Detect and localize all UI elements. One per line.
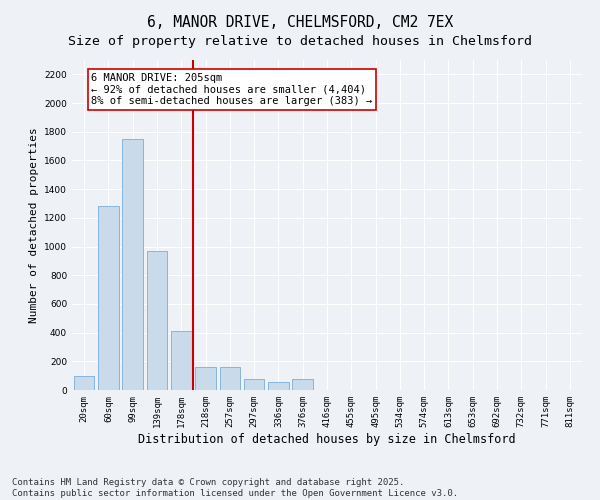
Bar	[244, 378, 265, 390]
Text: Size of property relative to detached houses in Chelmsford: Size of property relative to detached ho…	[68, 35, 532, 48]
Text: 6 MANOR DRIVE: 205sqm
← 92% of detached houses are smaller (4,404)
8% of semi-de: 6 MANOR DRIVE: 205sqm ← 92% of detached …	[91, 73, 373, 106]
Bar	[195, 367, 216, 390]
Bar	[74, 376, 94, 390]
Bar	[268, 382, 289, 390]
Bar	[146, 251, 167, 390]
Text: Contains HM Land Registry data © Crown copyright and database right 2025.
Contai: Contains HM Land Registry data © Crown c…	[12, 478, 458, 498]
Bar	[122, 139, 143, 390]
Bar	[292, 378, 313, 390]
Y-axis label: Number of detached properties: Number of detached properties	[29, 127, 38, 323]
Bar	[171, 331, 191, 390]
Bar	[220, 367, 240, 390]
Text: 6, MANOR DRIVE, CHELMSFORD, CM2 7EX: 6, MANOR DRIVE, CHELMSFORD, CM2 7EX	[147, 15, 453, 30]
X-axis label: Distribution of detached houses by size in Chelmsford: Distribution of detached houses by size …	[138, 432, 516, 446]
Bar	[98, 206, 119, 390]
